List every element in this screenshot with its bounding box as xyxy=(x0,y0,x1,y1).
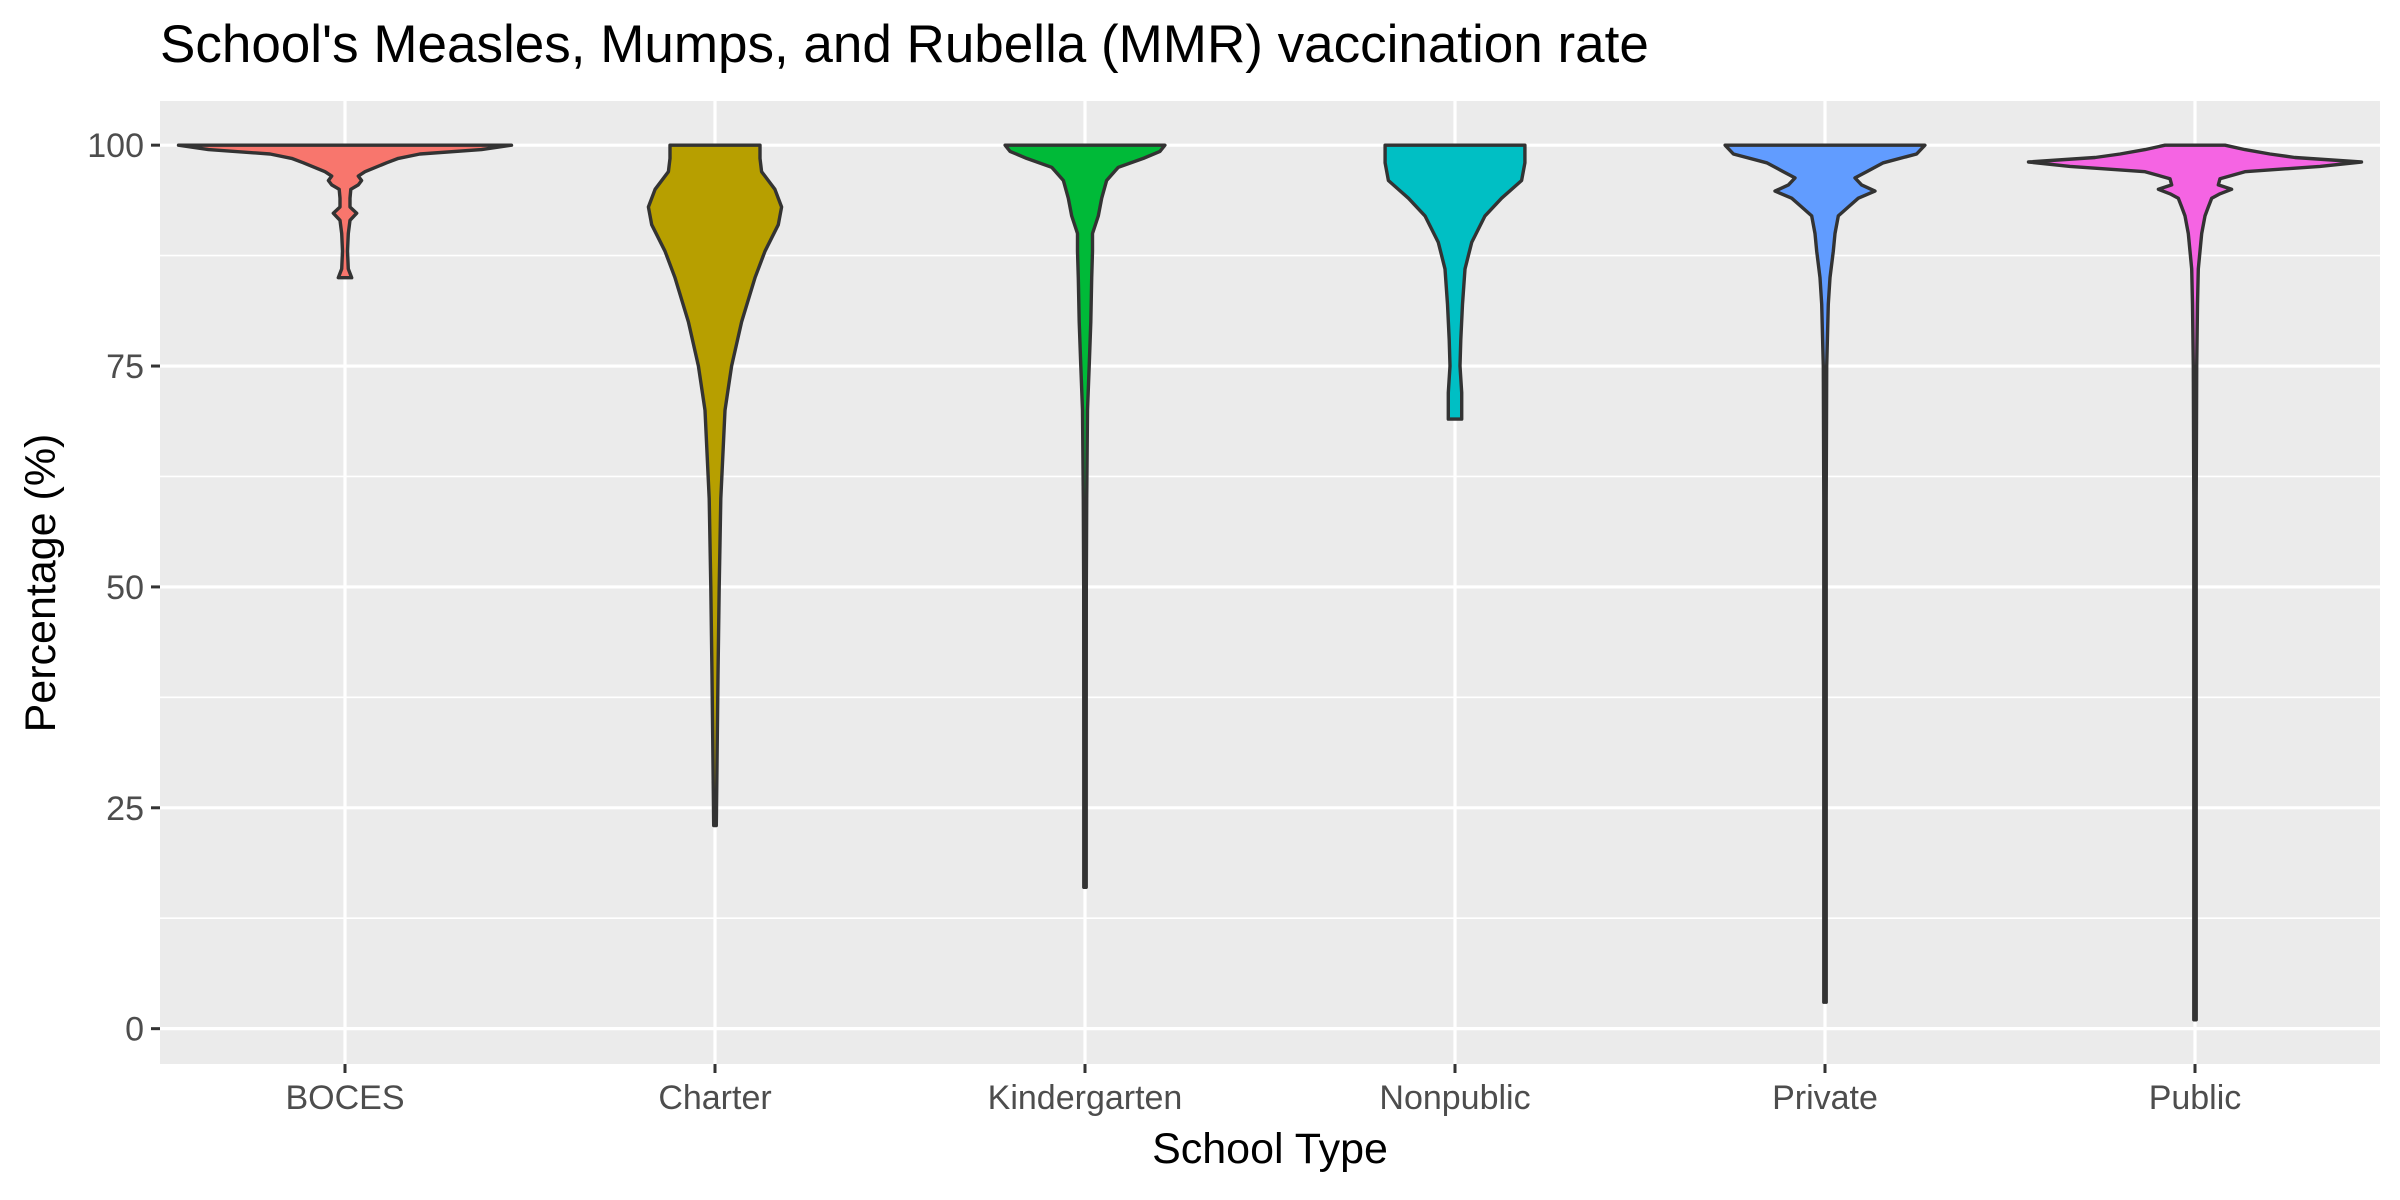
axes: 0 25 50 75 100 BOCES Charter Kindergarten Nonpub… xyxy=(87,127,2241,1117)
x-tick-label: Charter xyxy=(658,1079,771,1117)
violin-private xyxy=(1723,143,1927,1004)
plot-panel xyxy=(160,101,2380,1064)
violin-nonpublic xyxy=(1383,143,1527,421)
violin-layer xyxy=(176,143,2364,1022)
x-tick-label: Private xyxy=(1772,1079,1878,1117)
y-tick-label: 0 xyxy=(125,1011,144,1049)
y-tick-label: 25 xyxy=(106,790,144,828)
violin-charter xyxy=(646,143,784,828)
y-tick-label: 100 xyxy=(87,127,144,165)
x-tick-label: BOCES xyxy=(285,1079,404,1117)
x-axis-title: School Type xyxy=(1152,1125,1388,1173)
chart-title: School's Measles, Mumps, and Rubella (MM… xyxy=(160,15,1649,74)
x-tick-label: Kindergarten xyxy=(988,1079,1183,1117)
violin-boces xyxy=(176,143,514,280)
y-tick-label: 50 xyxy=(106,569,144,607)
violin-kindergarten xyxy=(1003,143,1167,889)
y-tick-label: 75 xyxy=(106,348,144,386)
x-tick-label: Nonpublic xyxy=(1379,1079,1530,1117)
violin-public xyxy=(2026,143,2364,1022)
y-axis-title: Percentage (%) xyxy=(17,434,65,733)
x-tick-label: Public xyxy=(2149,1079,2242,1117)
